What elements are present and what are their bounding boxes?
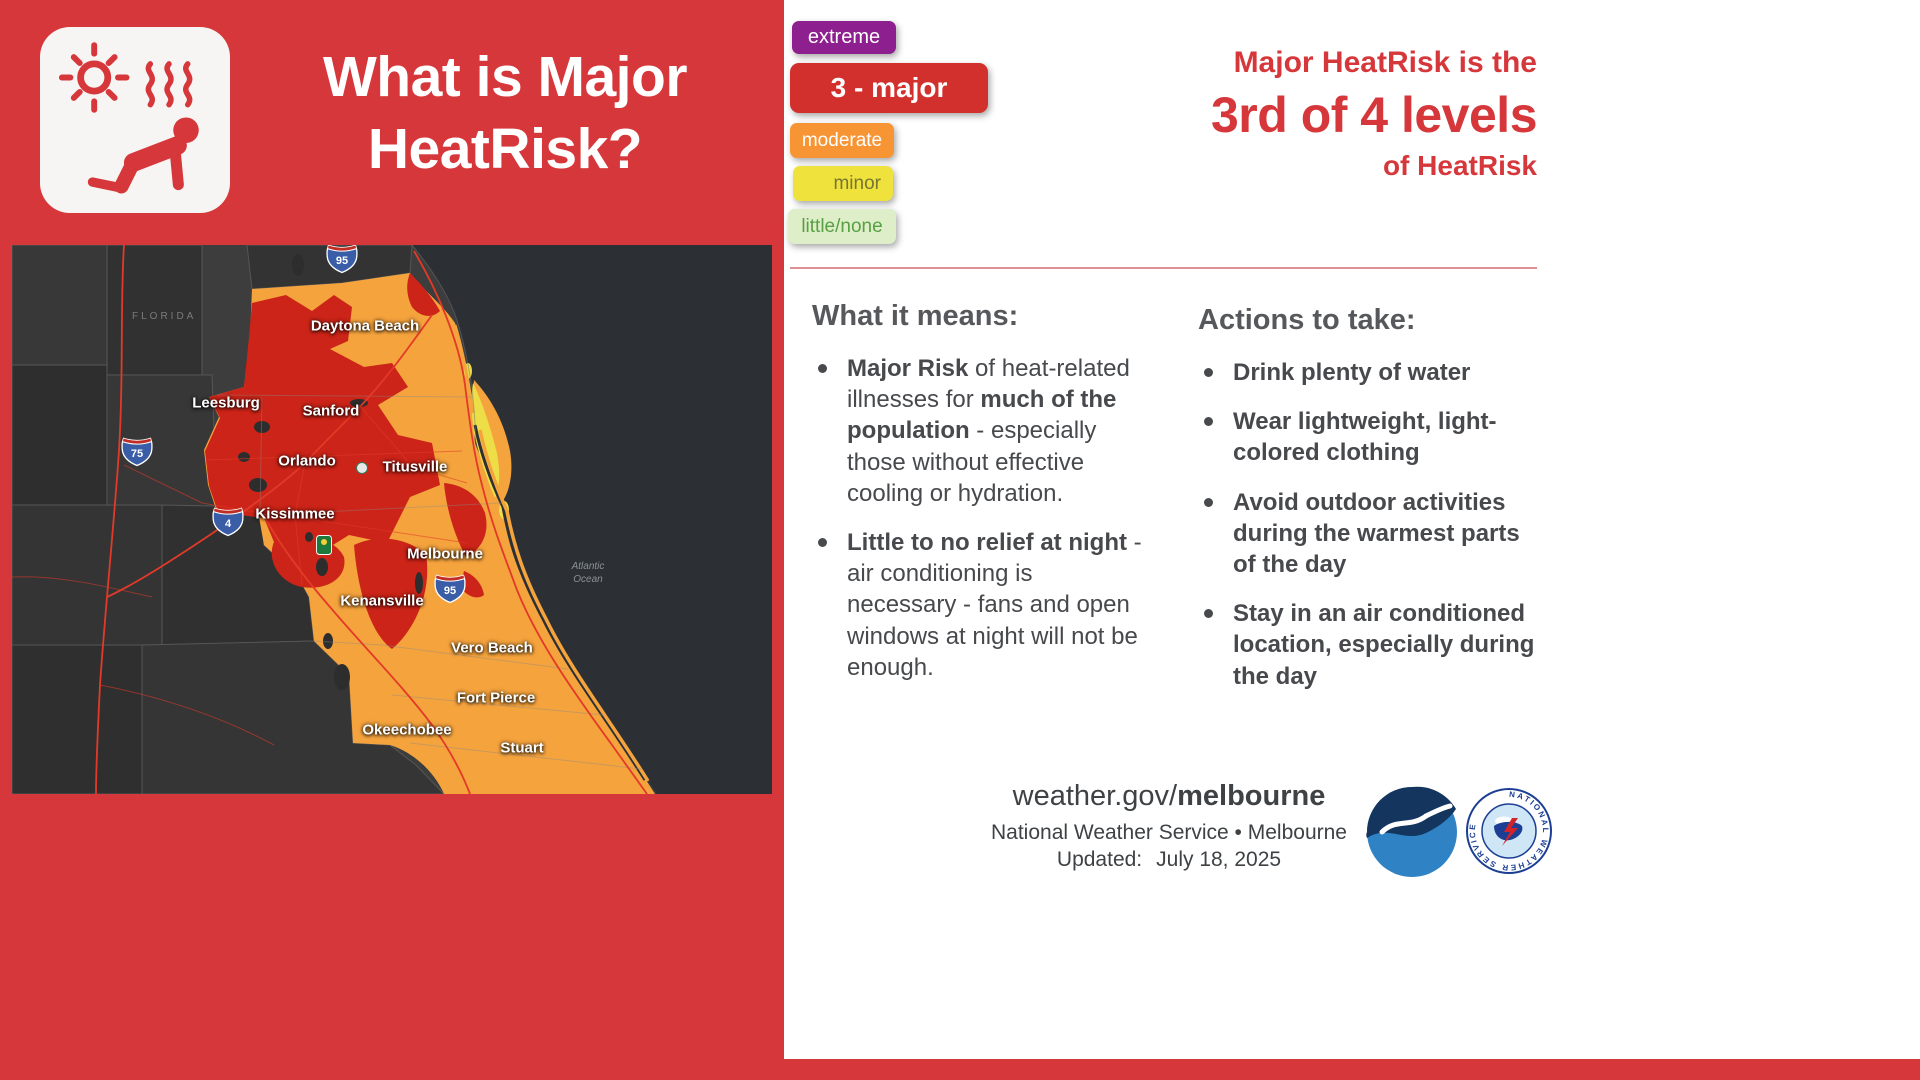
city-label-melbourne: Melbourne: [407, 545, 483, 563]
atlantic-ocean: [412, 245, 772, 794]
ocean-label: Atlantic Ocean: [571, 561, 605, 585]
heatrisk-map: FLORIDA Atlantic Ocean Daytona Beach Lee…: [12, 245, 772, 794]
city-label-titusville: Titusville: [382, 458, 448, 476]
city-label-stuart: Stuart: [500, 739, 544, 757]
what-it-means-heading: What it means:: [812, 300, 1019, 332]
noaa-logo: [1366, 786, 1457, 877]
interstate-4-shield: 4: [212, 507, 244, 537]
bullet-dot: [1204, 417, 1213, 427]
legend-moderate: moderate: [790, 123, 894, 158]
interstate-95-shield-south: 95: [434, 574, 466, 604]
city-label-vero-beach: Vero Beach: [451, 639, 533, 657]
page-title-line1: What is Major: [322, 45, 688, 109]
headline-sub: of HeatRisk: [1382, 150, 1537, 181]
bullet-dot: [818, 537, 827, 547]
legend-major: 3 - major: [790, 63, 988, 113]
city-seal-icon: [356, 462, 368, 474]
city-label-leesburg: Leesburg: [192, 394, 260, 412]
action-bullet-4: Stay in an air conditioned location, esp…: [1198, 598, 1554, 692]
page-title: What is Major HeatRisk?: [238, 42, 772, 186]
svg-text:75: 75: [131, 448, 143, 460]
city-label-daytona-beach: Daytona Beach: [310, 317, 420, 335]
bottom-accent-bar: [784, 1059, 1920, 1080]
svg-text:95: 95: [336, 255, 348, 267]
headline: Major HeatRisk is the 3rd of 4 levels of…: [1211, 46, 1538, 182]
major-risk-area: [205, 273, 487, 649]
headline-line1: Major HeatRisk is the: [1233, 46, 1537, 79]
means-bullet-1-text: Major Risk of heat-related illnesses for…: [847, 355, 1130, 507]
interstate-75-shield: 75: [121, 437, 153, 467]
city-label-okeechobee: Okeechobee: [362, 721, 452, 739]
bullet-dot: [1204, 368, 1213, 377]
svg-text:95: 95: [444, 585, 456, 597]
footer: weather.gov/melbourne National Weather S…: [980, 780, 1358, 872]
legend-little-none: little/none: [788, 209, 896, 244]
what-it-means-section: What it means: Major Risk of heat-relate…: [812, 300, 1162, 701]
divider-line: [790, 267, 1537, 269]
actions-heading: Actions to take:: [1198, 304, 1416, 336]
bullet-dot: [1204, 609, 1213, 619]
footer-org: National Weather Service • Melbourne: [991, 821, 1347, 844]
means-bullet-2: Little to no relief at night - air condi…: [812, 527, 1162, 683]
legend-minor: minor: [793, 166, 893, 201]
svg-text:4: 4: [225, 518, 232, 530]
footer-url: weather.gov/melbourne: [1012, 780, 1326, 812]
means-bullet-2-text: Little to no relief at night - air condi…: [847, 528, 1142, 681]
action-bullet-1: Drink plenty of water: [1198, 357, 1554, 388]
nws-logo: NATIONAL WEATHER SERVICE: [1466, 788, 1552, 874]
footer-updated: Updated: July 18, 2025: [1056, 848, 1282, 871]
heat-exhaustion-icon-card: [40, 27, 230, 213]
lakes: [238, 254, 423, 690]
city-label-orlando: Orlando: [278, 452, 336, 470]
city-label-kenansville: Kenansville: [340, 592, 424, 610]
state-label: FLORIDA: [132, 311, 197, 322]
florida-basemap: [12, 245, 772, 794]
city-label-kissimmee: Kissimmee: [255, 505, 335, 523]
florida-turnpike-shield: [316, 535, 332, 555]
heat-exhaustion-icon: [58, 42, 199, 194]
means-bullet-1: Major Risk of heat-related illnesses for…: [812, 353, 1162, 509]
bullet-dot: [818, 364, 827, 373]
bullet-dot: [1204, 497, 1213, 507]
legend-extreme: extreme: [792, 21, 896, 54]
action-bullet-2: Wear lightweight, light-colored clothing: [1198, 406, 1554, 468]
barrier-island: [478, 429, 650, 782]
action-bullet-3: Avoid outdoor activities during the warm…: [1198, 487, 1554, 581]
interstate-95-shield: 95: [326, 245, 358, 274]
left-panel: What is Major HeatRisk?: [0, 0, 784, 1080]
city-label-fort-pierce: Fort Pierce: [456, 689, 536, 707]
county-borders: [216, 394, 643, 770]
page-title-line2: HeatRisk?: [367, 116, 643, 181]
headline-big: 3rd of 4 levels: [1211, 87, 1538, 143]
city-label-sanford: Sanford: [302, 402, 360, 420]
actions-section: Actions to take: Drink plenty of water W…: [1198, 304, 1554, 710]
